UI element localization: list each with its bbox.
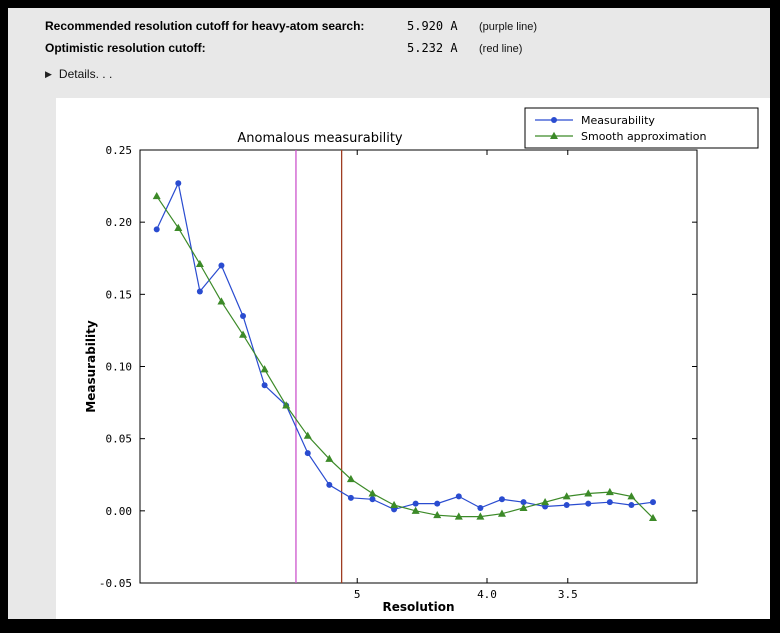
data-point-circle [326,481,333,488]
recommended-cutoff-label: Recommended resolution cutoff for heavy-… [45,19,365,33]
data-point-circle [455,493,462,500]
x-tick-label: 5 [354,588,361,601]
data-point-triangle [519,503,528,511]
legend-entry: Measurability [581,114,655,127]
data-point-circle [649,499,656,506]
data-point-circle [347,494,354,501]
optimistic-cutoff-label: Optimistic resolution cutoff: [45,41,206,55]
x-tick-label: 3.5 [558,588,578,601]
plot-figure: -0.05 0.00 0.05 0.10 0.15 0.20 0.25 5 4.0 3.5 Anom… [56,98,770,619]
y-tick-label: 0.25 [106,144,133,157]
data-point-circle [585,500,592,507]
data-point-circle [628,502,635,509]
data-point-triangle [152,191,161,200]
y-axis-label: Measurability [84,320,98,413]
data-point-triangle [346,474,355,483]
data-point-triangle [282,401,291,409]
legend-box [524,107,759,149]
series-line [156,181,654,511]
data-point-circle [551,117,557,123]
optimistic-cutoff-note: (red line) [479,43,523,55]
data-point-triangle [584,489,593,497]
x-axis-label: Resolution [382,600,454,614]
data-point-circle [434,500,441,507]
series-triangle [152,191,657,522]
recommended-cutoff-row: Recommended resolution cutoff for heavy-… [45,19,760,35]
data-point-triangle [497,509,506,517]
data-point-circle [477,504,484,511]
data-point-triangle [195,259,204,268]
data-point-circle [153,226,160,233]
y-tick-label: 0.05 [106,433,133,446]
legend: Measurability Smooth approximation [524,107,759,149]
data-point-triangle [239,330,248,338]
optimistic-cutoff-value: 5.232 A [407,41,458,55]
data-point-circle [218,262,225,269]
y-tick-label: -0.05 [99,577,132,590]
recommended-cutoff-note: (purple line) [479,21,538,33]
data-point-circle [304,450,311,457]
data-point-triangle [627,492,636,500]
data-point-triangle [476,512,485,520]
recommended-cutoff-value: 5.920 A [407,19,458,33]
data-point-circle [520,499,527,506]
data-point-triangle [605,487,614,496]
data-point-circle [240,312,247,319]
x-tick-label: 4.0 [477,588,497,601]
chart-title: Anomalous measurability [237,131,403,146]
optimistic-cutoff-row: Optimistic resolution cutoff: 5.232 A (r… [45,41,760,57]
data-point-triangle [260,365,269,373]
data-point-circle [412,500,419,507]
data-point-triangle [541,497,550,506]
data-point-circle [261,382,268,389]
y-tick-label: 0.20 [106,216,133,229]
details-disclosure[interactable]: ▶ Details. . . [45,66,112,82]
data-point-circle [369,496,376,503]
disclosure-triangle-icon: ▶ [45,68,52,79]
data-point-triangle [217,297,226,305]
data-point-triangle [454,512,463,520]
data-point-triangle [368,489,377,497]
details-label: Details. . . [58,67,113,81]
data-point-triangle [550,131,558,139]
y-tick-label: 0.15 [106,288,133,301]
series-circle [153,180,656,513]
data-point-circle [196,288,203,295]
data-point-circle [563,502,570,509]
anomalous-measurability-chart: -0.05 0.00 0.05 0.10 0.15 0.20 0.25 5 4.0 3.5 Anom… [84,107,759,614]
data-point-triangle [303,431,312,439]
data-point-circle [498,496,505,503]
data-point-triangle [390,500,399,509]
app-background: Recommended resolution cutoff for heavy-… [8,8,770,619]
plot-area [139,149,698,584]
data-point-triangle [433,510,442,519]
data-point-triangle [648,513,657,522]
data-point-triangle [174,223,183,231]
y-tick-label: 0.00 [106,505,133,518]
legend-entry: Smooth approximation [581,130,706,143]
data-point-circle [606,499,613,506]
series-line [156,195,654,519]
data-point-triangle [411,506,420,514]
data-point-triangle [325,454,334,462]
data-point-circle [175,180,182,187]
data-point-triangle [562,492,571,500]
y-tick-label: 0.10 [106,361,133,374]
